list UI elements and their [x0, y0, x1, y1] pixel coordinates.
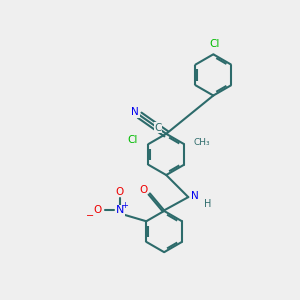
Text: N: N: [191, 190, 199, 201]
Text: −: −: [86, 211, 94, 221]
Text: O: O: [116, 187, 124, 197]
Text: CH₃: CH₃: [194, 138, 211, 147]
Text: Cl: Cl: [127, 135, 137, 145]
Text: C: C: [154, 123, 161, 133]
Text: N: N: [116, 206, 124, 215]
Text: N: N: [131, 107, 139, 117]
Text: H: H: [204, 199, 211, 208]
Text: O: O: [139, 185, 148, 195]
Text: Cl: Cl: [210, 39, 220, 49]
Text: +: +: [122, 201, 128, 210]
Text: O: O: [94, 206, 102, 215]
